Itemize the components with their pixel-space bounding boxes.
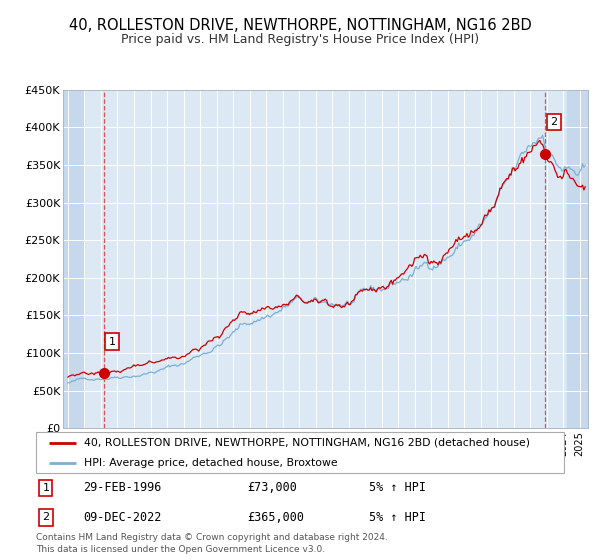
Text: 2: 2 (43, 512, 49, 522)
Bar (63, 90, 85, 428)
Text: Contains HM Land Registry data © Crown copyright and database right 2024.
This d: Contains HM Land Registry data © Crown c… (36, 533, 388, 554)
Text: 1: 1 (43, 483, 49, 493)
Text: 5% ↑ HPI: 5% ↑ HPI (368, 481, 425, 494)
FancyBboxPatch shape (36, 432, 564, 473)
Text: 09-DEC-2022: 09-DEC-2022 (83, 511, 162, 524)
Bar (566, 90, 588, 428)
Text: 40, ROLLESTON DRIVE, NEWTHORPE, NOTTINGHAM, NG16 2BD (detached house): 40, ROLLESTON DRIVE, NEWTHORPE, NOTTINGH… (83, 437, 530, 447)
Text: 2: 2 (550, 117, 557, 127)
Text: 29-FEB-1996: 29-FEB-1996 (83, 481, 162, 494)
Text: 5% ↑ HPI: 5% ↑ HPI (368, 511, 425, 524)
Text: 40, ROLLESTON DRIVE, NEWTHORPE, NOTTINGHAM, NG16 2BD: 40, ROLLESTON DRIVE, NEWTHORPE, NOTTINGH… (68, 18, 532, 32)
Text: £365,000: £365,000 (247, 511, 304, 524)
Text: Price paid vs. HM Land Registry's House Price Index (HPI): Price paid vs. HM Land Registry's House … (121, 32, 479, 46)
Text: HPI: Average price, detached house, Broxtowe: HPI: Average price, detached house, Brox… (83, 458, 337, 468)
Text: 1: 1 (109, 337, 115, 347)
Text: £73,000: £73,000 (247, 481, 297, 494)
